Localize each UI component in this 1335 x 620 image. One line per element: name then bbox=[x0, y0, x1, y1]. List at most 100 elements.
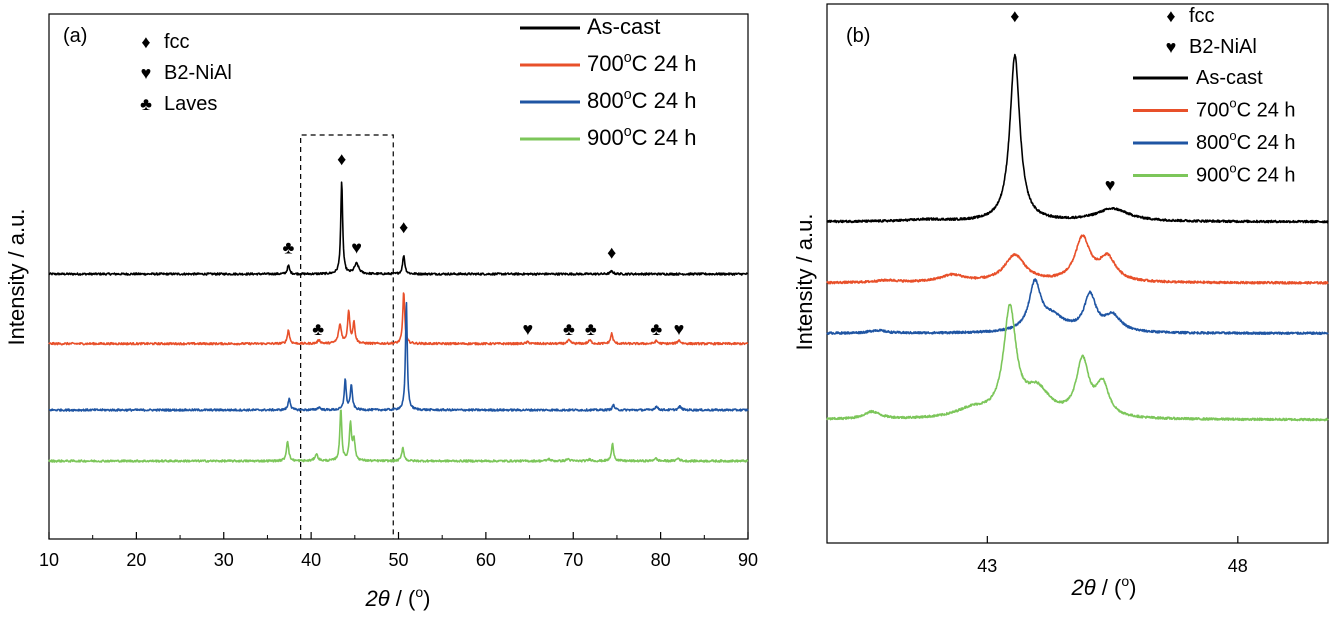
legend-label-as-cast: As-cast bbox=[1196, 67, 1263, 89]
x-ticks-a: 10 20 30 40 50 60 70 80 90 bbox=[39, 532, 758, 570]
x-tick-label-30: 30 bbox=[214, 550, 234, 570]
panel-b: (b) Intensity / a.u. 2θ / (o) 43 48 ♦♥ ♦ f… bbox=[792, 3, 1329, 600]
legend-label-tail: C 24 h bbox=[632, 51, 697, 76]
x-tick-label-50: 50 bbox=[388, 550, 408, 570]
zoom-box-outline bbox=[300, 134, 394, 539]
series-as-cast-b bbox=[826, 53, 1329, 224]
peak-annotations-b: ♦♥ bbox=[1010, 6, 1115, 195]
peak-marker-2: ♥ bbox=[351, 238, 362, 258]
phase-legend-a: ♦ fcc ♥ B2-NiAl ♣ Laves bbox=[140, 31, 232, 115]
panel-label-a: (a) bbox=[63, 25, 87, 47]
plot-frame-b bbox=[826, 3, 1329, 544]
phase-legend-label-fcc: fcc bbox=[1189, 5, 1215, 27]
legend-label-tail: C 24 h bbox=[1237, 132, 1296, 154]
phase-legend-symbol-laves: ♣ bbox=[140, 94, 152, 114]
legend-label-base: 700 bbox=[587, 51, 624, 76]
peak-marker-1: ♣ bbox=[283, 238, 295, 258]
legend-label-sup: o bbox=[624, 124, 632, 140]
legend-label-tail: C 24 h bbox=[1237, 165, 1296, 187]
legend-label-tail: C 24 h bbox=[632, 125, 697, 150]
series-group-a bbox=[48, 181, 749, 463]
x-tick-label-10: 10 bbox=[39, 550, 59, 570]
x-axis-label-a-rest: / ( bbox=[390, 586, 416, 611]
legend-label-base: 900 bbox=[1196, 165, 1229, 187]
phase-legend-symbol-b2-nial: ♥ bbox=[141, 63, 152, 83]
series-800oc-24-h-b bbox=[826, 278, 1329, 336]
panel-label-b: (b) bbox=[846, 25, 870, 47]
peak-marker-9: ♣ bbox=[650, 319, 662, 339]
series-900oc-24-h-b bbox=[826, 303, 1329, 422]
x-tick-label-90: 90 bbox=[738, 550, 758, 570]
series-800oc-24-h-a bbox=[48, 301, 749, 412]
legend-label-900oc-24-h: 900oC 24 h bbox=[587, 124, 697, 150]
x-tick-label-80: 80 bbox=[651, 550, 671, 570]
legend-label-base: 900 bbox=[587, 125, 624, 150]
legend-label-tail: C 24 h bbox=[632, 88, 697, 113]
phase-legend-b: ♦ fcc ♥ B2-NiAl bbox=[1166, 5, 1257, 58]
legend-label-sup: o bbox=[624, 87, 632, 103]
series-700oc-24-h-a bbox=[48, 292, 749, 346]
peak-marker-0: ♦ bbox=[1010, 6, 1019, 26]
series-900oc-24-h-a bbox=[48, 409, 749, 463]
peak-marker-0: ♦ bbox=[337, 149, 346, 169]
phase-legend-label-b2-nial: B2-NiAl bbox=[1189, 36, 1257, 58]
x-ticks-b: 43 48 bbox=[977, 536, 1248, 576]
legend-label-sup: o bbox=[1229, 96, 1236, 111]
legend-label-base: 700 bbox=[1196, 100, 1229, 122]
x-axis-label-a-close: ) bbox=[423, 586, 430, 611]
peak-marker-5: ♣ bbox=[312, 319, 324, 339]
legend-label-sup: o bbox=[624, 50, 632, 66]
x-axis-label-b-rest: / ( bbox=[1096, 575, 1122, 600]
series-as-cast-a bbox=[48, 181, 749, 276]
x-tick-label-70: 70 bbox=[563, 550, 583, 570]
phase-legend-label-fcc: fcc bbox=[164, 31, 190, 53]
legend-label-base: As-cast bbox=[1196, 67, 1263, 89]
phase-legend-symbol-b2-nial: ♥ bbox=[1166, 37, 1177, 57]
x-axis-label-b-italic: 2θ bbox=[1071, 575, 1096, 600]
x-axis-label-a-italic: 2θ bbox=[365, 586, 390, 611]
peak-marker-6: ♥ bbox=[522, 319, 533, 339]
legend-label-800oc-24-h: 800oC 24 h bbox=[1196, 128, 1296, 154]
phase-legend-label-b2-nial: B2-NiAl bbox=[164, 62, 232, 84]
x-tick-label-60: 60 bbox=[476, 550, 496, 570]
legend-label-700oc-24-h: 700oC 24 h bbox=[587, 50, 697, 76]
y-axis-label-b: Intensity / a.u. bbox=[792, 214, 817, 351]
legend-label-sup: o bbox=[1229, 128, 1236, 143]
y-axis-label-a: Intensity / a.u. bbox=[4, 209, 29, 346]
legend-label-base: As-cast bbox=[587, 14, 660, 39]
series-700oc-24-h-b bbox=[826, 234, 1329, 285]
peak-annotations-a: ♦ ♣ ♥ ♦ ♦ ♣ ♥ ♣ ♣ ♣ ♥ bbox=[283, 149, 685, 339]
x-tick-label-20: 20 bbox=[126, 550, 146, 570]
peak-marker-10: ♥ bbox=[674, 319, 685, 339]
legend-label-as-cast: As-cast bbox=[587, 14, 660, 39]
x-axis-label-b-close: ) bbox=[1129, 575, 1136, 600]
peak-marker-8: ♣ bbox=[585, 319, 597, 339]
phase-legend-label-laves: Laves bbox=[164, 93, 217, 115]
series-group-b bbox=[826, 53, 1329, 422]
legend-label-tail: C 24 h bbox=[1237, 100, 1296, 122]
peak-marker-7: ♣ bbox=[563, 319, 575, 339]
x-tick-label-48: 48 bbox=[1228, 556, 1248, 576]
legend-label-700oc-24-h: 700oC 24 h bbox=[1196, 96, 1296, 122]
legend-label-800oc-24-h: 800oC 24 h bbox=[587, 87, 697, 113]
x-tick-label-40: 40 bbox=[301, 550, 321, 570]
zoom-box bbox=[300, 134, 394, 539]
x-axis-label-b: 2θ / (o) bbox=[1071, 573, 1137, 600]
peak-marker-3: ♦ bbox=[399, 217, 408, 237]
x-axis-label-b-deg: o bbox=[1121, 573, 1129, 589]
phase-legend-symbol-fcc: ♦ bbox=[141, 32, 150, 52]
legend-label-900oc-24-h: 900oC 24 h bbox=[1196, 161, 1296, 187]
panel-a: (a) Intensity / a.u. 2θ / (o) 10 20 30 40 50… bbox=[4, 13, 758, 611]
legend-label-base: 800 bbox=[1196, 132, 1229, 154]
phase-legend-symbol-fcc: ♦ bbox=[1166, 6, 1175, 26]
x-axis-label-a-deg: o bbox=[415, 584, 423, 600]
x-axis-label-a: 2θ / (o) bbox=[365, 584, 431, 611]
legend-label-base: 800 bbox=[587, 88, 624, 113]
peak-marker-4: ♦ bbox=[607, 243, 616, 263]
x-tick-label-43: 43 bbox=[977, 556, 997, 576]
legend-label-sup: o bbox=[1229, 161, 1236, 176]
peak-marker-1: ♥ bbox=[1105, 175, 1116, 195]
